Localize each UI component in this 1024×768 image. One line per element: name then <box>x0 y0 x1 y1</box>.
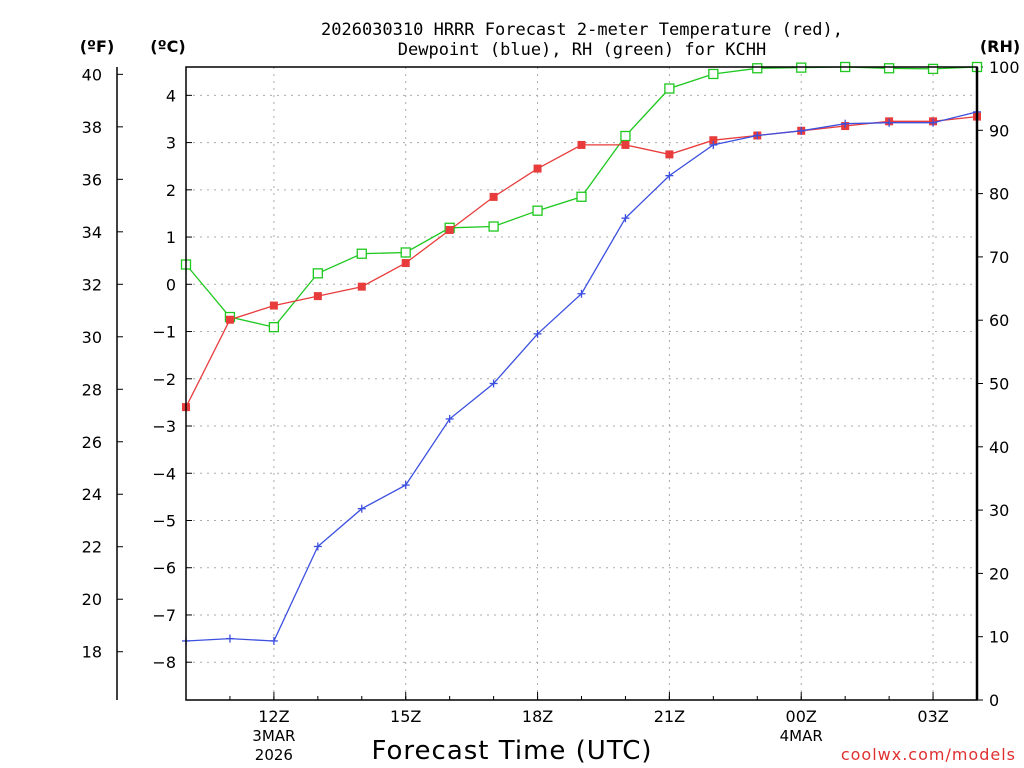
temperature-point <box>709 136 718 145</box>
temperature-point <box>489 192 498 201</box>
temperature-point <box>445 225 454 234</box>
x-tick-label: 00Z <box>786 707 817 726</box>
celsius-tick-label: −4 <box>152 464 176 483</box>
series-line-temperature <box>185 115 978 408</box>
rh-tick-label: 100 <box>989 58 1020 77</box>
celsius-tick-label: 3 <box>166 134 176 153</box>
plot-frame <box>185 66 978 701</box>
fahrenheit-tick-label: 36 <box>82 170 102 189</box>
celsius-tick-label: −3 <box>152 417 176 436</box>
fahrenheit-tick-label: 32 <box>82 275 102 294</box>
rh-axis: 0 10 20 30 40 50 60 70 80 90 100 <box>977 58 1020 710</box>
fahrenheit-tick-label: 26 <box>82 433 102 452</box>
series-temperature <box>182 112 981 412</box>
rh-point <box>664 83 675 94</box>
x-axis-title: Forecast Time (UTC) <box>371 736 652 766</box>
unit-label-fahrenheit: (ºF) <box>80 37 115 56</box>
chart-title-line2: Dewpoint (blue), RH (green) for KCHH <box>398 40 766 60</box>
celsius-tick-label: −7 <box>152 606 176 625</box>
celsius-axis: −8 −7 −6 −5 −4 −3 −2 −1 0 1 2 3 4 <box>152 86 192 672</box>
rh-point <box>268 322 280 333</box>
rh-tick-label: 20 <box>989 564 1009 583</box>
rh-point <box>883 63 895 74</box>
rh-point <box>312 268 323 279</box>
series-line-dewpoint <box>185 111 978 642</box>
rh-point <box>400 247 411 258</box>
rh-point <box>708 68 719 80</box>
rh-tick-label: 0 <box>989 691 999 710</box>
fahrenheit-tick-label: 22 <box>82 538 102 557</box>
temperature-point <box>225 315 234 324</box>
data-series <box>180 61 983 645</box>
unit-label-celsius: (ºC) <box>150 37 185 56</box>
x-tick-date: 4MAR <box>780 727 823 745</box>
rh-tick-label: 80 <box>989 185 1009 204</box>
rh-tick-label: 30 <box>989 501 1009 520</box>
fahrenheit-tick-label: 34 <box>82 223 102 242</box>
rh-point <box>488 221 499 232</box>
rh-tick-label: 60 <box>989 311 1009 330</box>
rh-point <box>620 130 631 142</box>
celsius-tick-label: −8 <box>152 653 176 672</box>
credit-text: coolwx.com/models <box>841 745 1016 764</box>
fahrenheit-tick-label: 38 <box>82 118 102 137</box>
series-dewpoint <box>182 107 981 645</box>
rh-tick-label: 70 <box>989 248 1009 267</box>
x-tick-label: 18Z <box>522 707 553 726</box>
temperature-point <box>533 164 542 173</box>
rh-tick-label: 50 <box>989 375 1009 394</box>
rh-tick-label: 10 <box>989 628 1009 647</box>
temperature-point <box>665 150 674 159</box>
x-tick-label: 21Z <box>654 707 685 726</box>
temperature-point <box>269 301 278 310</box>
x-tick-label: 12Z <box>258 707 289 726</box>
temperature-point <box>577 140 586 149</box>
rh-point <box>576 191 587 202</box>
rh-point <box>356 248 367 259</box>
x-tick-date: 3MAR <box>252 727 295 745</box>
rh-tick-label: 40 <box>989 438 1009 457</box>
fahrenheit-tick-label: 20 <box>82 590 102 609</box>
celsius-tick-label: −6 <box>152 559 176 578</box>
temperature-point <box>313 292 322 301</box>
fahrenheit-tick-label: 24 <box>82 485 102 504</box>
unit-label-rh: (RH) <box>980 37 1020 56</box>
temperature-point <box>621 140 630 149</box>
celsius-tick-label: −1 <box>152 323 176 342</box>
celsius-tick-label: 0 <box>166 275 176 294</box>
fahrenheit-tick-label: 30 <box>82 328 102 347</box>
temperature-point <box>357 282 366 291</box>
chart-title-line1: 2026030310 HRRR Forecast 2-meter Tempera… <box>321 20 843 40</box>
celsius-tick-label: 2 <box>166 181 176 200</box>
x-tick-label: 03Z <box>917 707 948 726</box>
x-tick-year: 2026 <box>255 746 293 764</box>
x-tick-label: 15Z <box>390 707 421 726</box>
fahrenheit-tick-label: 40 <box>82 65 102 84</box>
celsius-tick-label: 4 <box>166 86 176 105</box>
fahrenheit-tick-label: 18 <box>82 643 102 662</box>
fahrenheit-axis: 18 20 22 24 26 28 30 32 34 36 38 40 <box>82 65 123 662</box>
temperature-point <box>401 259 410 268</box>
celsius-tick-label: −5 <box>152 511 176 530</box>
gridlines <box>186 67 977 700</box>
rh-tick-label: 90 <box>989 121 1009 140</box>
celsius-tick-label: −2 <box>152 370 176 389</box>
rh-point <box>532 205 543 216</box>
celsius-tick-label: 1 <box>166 228 176 247</box>
fahrenheit-tick-label: 28 <box>82 380 102 399</box>
rh-point <box>752 63 763 74</box>
rh-point <box>927 63 939 75</box>
